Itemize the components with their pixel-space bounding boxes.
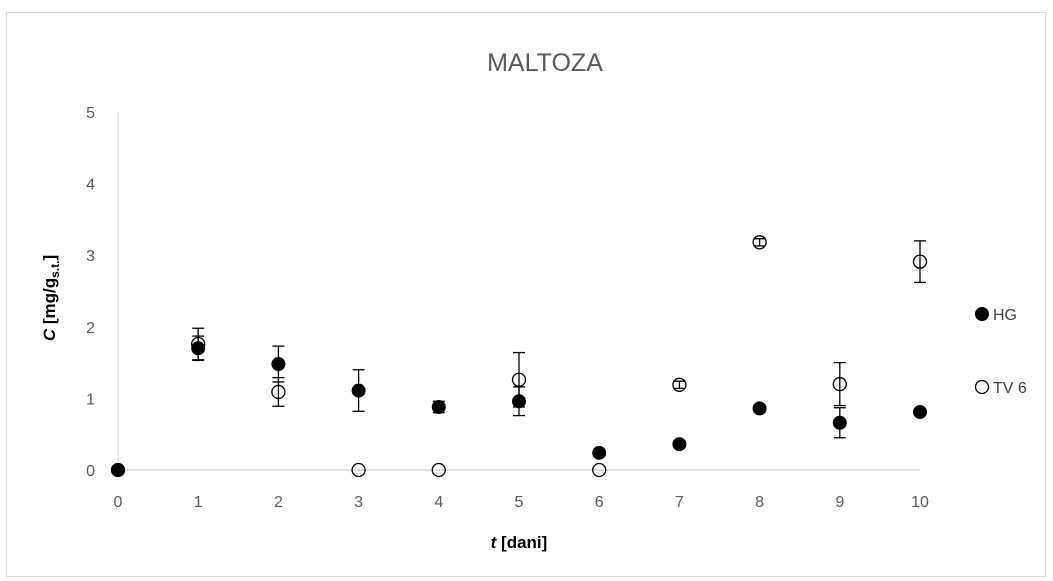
legend-label: HG <box>993 307 1017 324</box>
data-marks <box>110 235 928 478</box>
y-axis-label: C [mg/gs.t.] <box>40 255 62 341</box>
x-tick-label: 7 <box>675 494 684 511</box>
data-point <box>592 445 607 460</box>
data-point <box>511 372 527 387</box>
x-tick-label: 5 <box>515 494 524 511</box>
x-tick-label: 9 <box>835 494 844 511</box>
legend-entry-tv-6: TV 6 <box>974 379 1027 397</box>
y-axis-label-unit: [mg/g <box>40 278 59 329</box>
error-bar <box>753 238 766 247</box>
y-axis-label-bracket: ] <box>40 255 59 261</box>
x-axis-label: t [dani] <box>491 533 548 552</box>
legend-marker <box>974 379 990 395</box>
y-tick-label: 3 <box>86 248 95 265</box>
data-point <box>752 401 767 416</box>
error-bar <box>272 376 285 407</box>
data-point <box>672 377 687 392</box>
y-axis-label-subscript: s.t. <box>48 261 62 278</box>
data-point <box>110 462 126 478</box>
x-tick-label: 10 <box>911 494 929 511</box>
data-point <box>351 462 366 478</box>
x-tick-label: 0 <box>114 494 123 511</box>
x-tick-label: 1 <box>194 494 203 511</box>
axes: 0 1 2 3 4 5 6 7 8 9 10 0 1 2 3 4 5 <box>86 105 929 511</box>
data-point <box>832 415 847 430</box>
data-point <box>191 336 206 352</box>
x-tick-label: 4 <box>434 494 443 511</box>
x-axis-label-symbol: t <box>491 533 498 552</box>
data-point <box>832 376 847 392</box>
data-point <box>672 437 687 452</box>
data-point <box>913 405 927 420</box>
data-point <box>351 383 366 398</box>
error-bar <box>513 351 525 408</box>
x-tick-label: 2 <box>274 494 283 511</box>
legend: HG TV 6 <box>974 307 1027 397</box>
data-point <box>912 254 928 269</box>
x-tick-label: 3 <box>354 494 363 511</box>
legend-label: TV 6 <box>993 380 1027 397</box>
y-tick-label: 4 <box>86 177 95 194</box>
error-bar <box>673 380 686 390</box>
y-tick-label: 0 <box>86 463 95 480</box>
error-bar <box>833 361 846 407</box>
legend-entry-hg: HG <box>975 307 1017 324</box>
series-tv-6 <box>110 235 928 478</box>
error-bar <box>192 327 205 361</box>
data-point <box>431 399 446 414</box>
x-axis-label-unit: [dani] <box>496 533 547 552</box>
y-tick-label: 2 <box>86 320 95 337</box>
error-bar <box>914 240 926 284</box>
data-point <box>752 235 767 250</box>
y-tick-label: 5 <box>86 105 95 122</box>
chart-title: MALTOZA <box>487 49 603 77</box>
chart-area <box>6 12 1046 577</box>
y-tick-label: 1 <box>86 391 95 408</box>
x-tick-label: 8 <box>755 494 764 511</box>
data-point <box>592 462 607 478</box>
data-point <box>271 384 286 400</box>
x-tick-label: 6 <box>595 494 604 511</box>
y-axis-label-symbol: C <box>40 328 59 341</box>
data-point <box>431 462 446 478</box>
data-point <box>271 357 286 372</box>
legend-marker <box>975 307 989 321</box>
